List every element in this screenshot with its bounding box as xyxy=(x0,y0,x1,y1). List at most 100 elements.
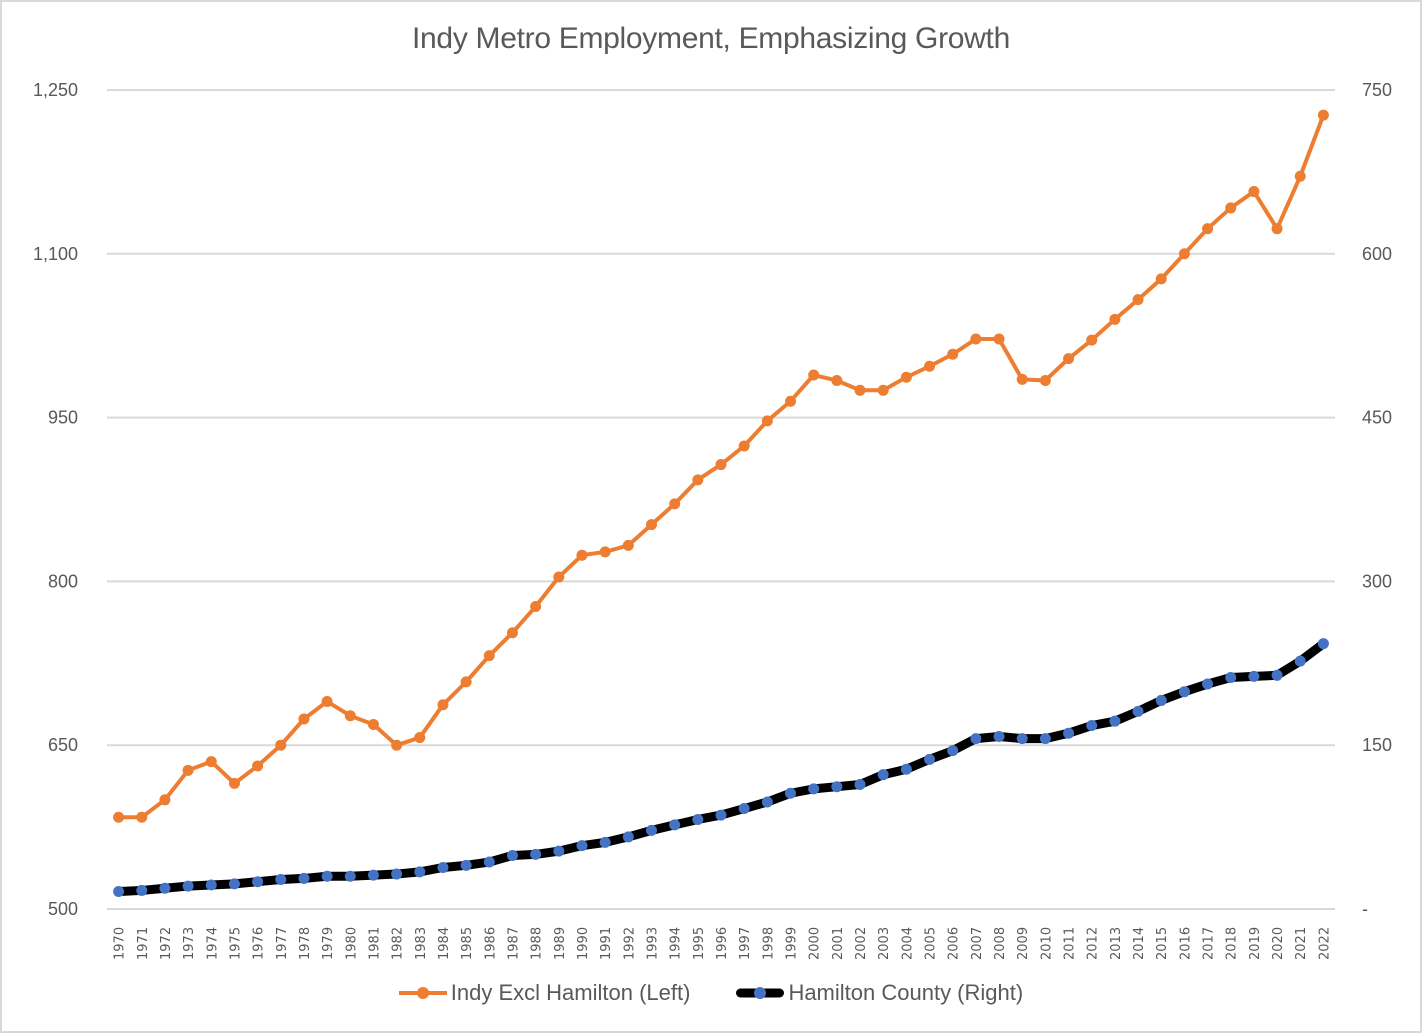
data-point-1979[interactable] xyxy=(321,696,333,708)
data-point-1983[interactable] xyxy=(414,732,426,744)
data-point-1992[interactable] xyxy=(622,831,634,843)
data-point-1985[interactable] xyxy=(460,859,472,871)
data-point-2006[interactable] xyxy=(947,745,959,757)
data-point-2007[interactable] xyxy=(970,733,982,745)
data-point-1998[interactable] xyxy=(761,415,773,427)
data-point-2001[interactable] xyxy=(831,374,843,386)
data-point-1990[interactable] xyxy=(576,840,588,852)
data-point-2004[interactable] xyxy=(900,371,912,383)
data-point-1995[interactable] xyxy=(692,474,704,486)
data-point-1973[interactable] xyxy=(182,764,194,776)
data-point-1994[interactable] xyxy=(669,819,681,831)
data-point-2000[interactable] xyxy=(808,369,820,381)
data-point-1984[interactable] xyxy=(437,699,449,711)
data-point-1992[interactable] xyxy=(622,539,634,551)
data-point-2010[interactable] xyxy=(1039,733,1051,745)
data-point-2020[interactable] xyxy=(1271,223,1283,235)
data-point-2012[interactable] xyxy=(1086,720,1098,732)
data-point-2009[interactable] xyxy=(1016,373,1028,385)
data-point-2006[interactable] xyxy=(947,348,959,360)
data-point-2022[interactable] xyxy=(1317,638,1329,650)
data-point-2005[interactable] xyxy=(924,360,936,372)
data-point-2002[interactable] xyxy=(854,779,866,791)
legend-item-hamilton[interactable]: Hamilton County (Right) xyxy=(736,980,1023,1006)
data-point-1976[interactable] xyxy=(252,760,264,772)
data-point-2002[interactable] xyxy=(854,384,866,396)
data-point-1984[interactable] xyxy=(437,862,449,874)
data-point-2000[interactable] xyxy=(808,783,820,795)
data-point-1987[interactable] xyxy=(506,849,518,861)
data-point-1975[interactable] xyxy=(228,777,240,789)
data-point-1991[interactable] xyxy=(599,836,611,848)
data-point-2015[interactable] xyxy=(1155,694,1167,706)
data-point-1971[interactable] xyxy=(136,811,148,823)
data-point-2001[interactable] xyxy=(831,781,843,793)
data-point-1983[interactable] xyxy=(414,866,426,878)
data-point-2022[interactable] xyxy=(1317,109,1329,121)
data-point-2014[interactable] xyxy=(1132,705,1144,717)
data-point-2003[interactable] xyxy=(877,384,889,396)
data-point-1989[interactable] xyxy=(553,571,565,583)
data-point-1974[interactable] xyxy=(205,879,217,891)
data-point-1987[interactable] xyxy=(506,627,518,639)
data-point-2004[interactable] xyxy=(900,763,912,775)
data-point-1985[interactable] xyxy=(460,676,472,688)
data-point-1993[interactable] xyxy=(645,519,657,531)
data-point-2003[interactable] xyxy=(877,769,889,781)
data-point-1998[interactable] xyxy=(761,796,773,808)
data-point-1996[interactable] xyxy=(715,809,727,821)
data-point-2021[interactable] xyxy=(1294,170,1306,182)
data-point-1997[interactable] xyxy=(738,803,750,815)
data-point-1988[interactable] xyxy=(530,601,542,613)
data-point-1970[interactable] xyxy=(113,811,125,823)
data-point-1996[interactable] xyxy=(715,459,727,471)
data-point-1981[interactable] xyxy=(367,718,379,730)
data-point-1980[interactable] xyxy=(344,710,356,722)
data-point-1979[interactable] xyxy=(321,870,333,882)
data-point-1977[interactable] xyxy=(275,874,287,886)
legend-item-indy[interactable]: Indy Excl Hamilton (Left) xyxy=(398,980,690,1006)
data-point-1995[interactable] xyxy=(692,813,704,825)
data-point-2019[interactable] xyxy=(1248,186,1260,198)
data-point-1991[interactable] xyxy=(599,546,611,558)
data-point-2015[interactable] xyxy=(1155,273,1167,285)
data-point-1970[interactable] xyxy=(113,886,125,898)
data-point-1989[interactable] xyxy=(553,845,565,857)
data-point-2005[interactable] xyxy=(924,753,936,765)
data-point-1990[interactable] xyxy=(576,549,588,561)
data-point-1972[interactable] xyxy=(159,882,171,894)
data-point-1978[interactable] xyxy=(298,713,310,725)
data-point-1999[interactable] xyxy=(785,395,797,407)
data-point-2021[interactable] xyxy=(1294,655,1306,667)
data-point-2018[interactable] xyxy=(1225,671,1237,683)
data-point-2007[interactable] xyxy=(970,333,982,345)
data-point-1977[interactable] xyxy=(275,739,287,751)
data-point-1971[interactable] xyxy=(136,884,148,896)
data-point-2008[interactable] xyxy=(993,730,1005,742)
data-point-1997[interactable] xyxy=(738,440,750,452)
data-point-1994[interactable] xyxy=(669,498,681,510)
data-point-1988[interactable] xyxy=(530,848,542,860)
data-point-1982[interactable] xyxy=(391,868,403,880)
data-point-2012[interactable] xyxy=(1086,334,1098,346)
data-point-1986[interactable] xyxy=(483,650,495,662)
data-point-2013[interactable] xyxy=(1109,715,1121,727)
data-point-2013[interactable] xyxy=(1109,313,1121,325)
data-point-2009[interactable] xyxy=(1016,733,1028,745)
data-point-1974[interactable] xyxy=(205,756,217,768)
data-point-2010[interactable] xyxy=(1039,374,1051,386)
data-point-1972[interactable] xyxy=(159,794,171,806)
data-point-1976[interactable] xyxy=(252,876,264,888)
data-point-1981[interactable] xyxy=(367,869,379,881)
data-point-1975[interactable] xyxy=(228,878,240,890)
data-point-2018[interactable] xyxy=(1225,202,1237,214)
data-point-2016[interactable] xyxy=(1178,686,1190,698)
data-point-2011[interactable] xyxy=(1063,353,1075,365)
data-point-2017[interactable] xyxy=(1202,223,1214,235)
data-point-2011[interactable] xyxy=(1063,727,1075,739)
data-point-1999[interactable] xyxy=(785,787,797,799)
data-point-2008[interactable] xyxy=(993,333,1005,345)
data-point-1978[interactable] xyxy=(298,872,310,884)
data-point-2016[interactable] xyxy=(1178,248,1190,260)
data-point-1982[interactable] xyxy=(391,739,403,751)
